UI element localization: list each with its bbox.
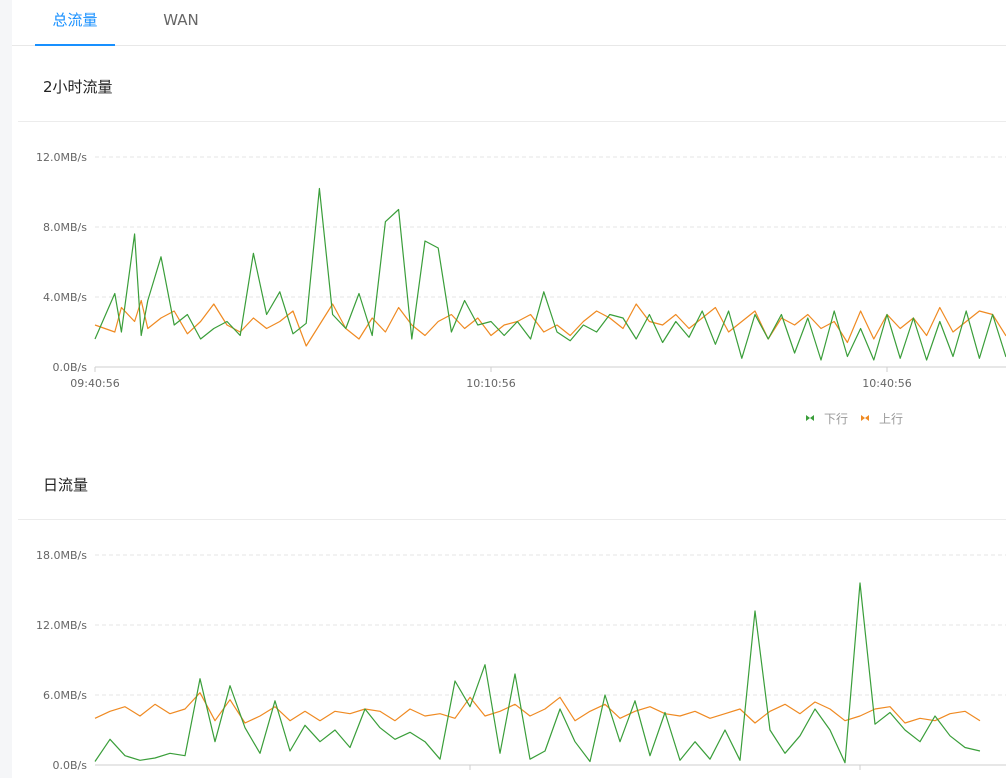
series-line-up — [94, 692, 981, 724]
legend-arrows-icon — [806, 415, 814, 421]
section-title-daily: 日流量 — [43, 476, 89, 494]
series-line-down — [94, 582, 981, 764]
legend-label: 上行 — [879, 412, 903, 426]
y-tick-label: 12.0MB/s — [36, 619, 87, 632]
y-tick-label: 4.0MB/s — [43, 291, 87, 304]
chart-2h-traffic: 0.0B/s 4.0MB/s 8.0MB/s 12.0MB/s 09:40:56 10:1… — [36, 151, 1006, 426]
series-line-up — [94, 299, 1006, 347]
y-tick-label: 18.0MB/s — [36, 549, 87, 562]
tab-wan[interactable]: WAN — [163, 11, 199, 29]
x-tick-label: 10:40:56 — [862, 377, 911, 390]
legend-item-0[interactable]: 下行 — [806, 412, 848, 426]
legend-label: 下行 — [824, 412, 848, 426]
section-divider — [18, 121, 1006, 122]
legend-item-1[interactable]: 上行 — [861, 412, 903, 426]
x-tick-label: 09:40:56 — [70, 377, 119, 390]
traffic-panel: 总流量 WAN 2小时流量 0.0B/s 4.0MB/s 8.0MB/s 12.0MB… — [12, 0, 1006, 778]
chart-daily-traffic: 0.0B/s 6.0MB/s 12.0MB/s 18.0MB/s — [36, 549, 1006, 772]
section-title-2h: 2小时流量 — [43, 78, 113, 96]
y-tick-label: 0.0B/s — [53, 759, 88, 772]
tab-total-traffic[interactable]: 总流量 — [35, 0, 115, 46]
section-divider — [18, 519, 1006, 520]
tab-bar: 总流量 WAN — [12, 0, 1006, 46]
y-tick-label: 8.0MB/s — [43, 221, 87, 234]
y-tick-label: 0.0B/s — [53, 361, 88, 374]
y-tick-label: 12.0MB/s — [36, 151, 87, 164]
x-tick-label: 10:10:56 — [466, 377, 515, 390]
legend-arrows-icon — [861, 415, 869, 421]
series-line-down — [94, 187, 1006, 361]
y-tick-label: 6.0MB/s — [43, 689, 87, 702]
